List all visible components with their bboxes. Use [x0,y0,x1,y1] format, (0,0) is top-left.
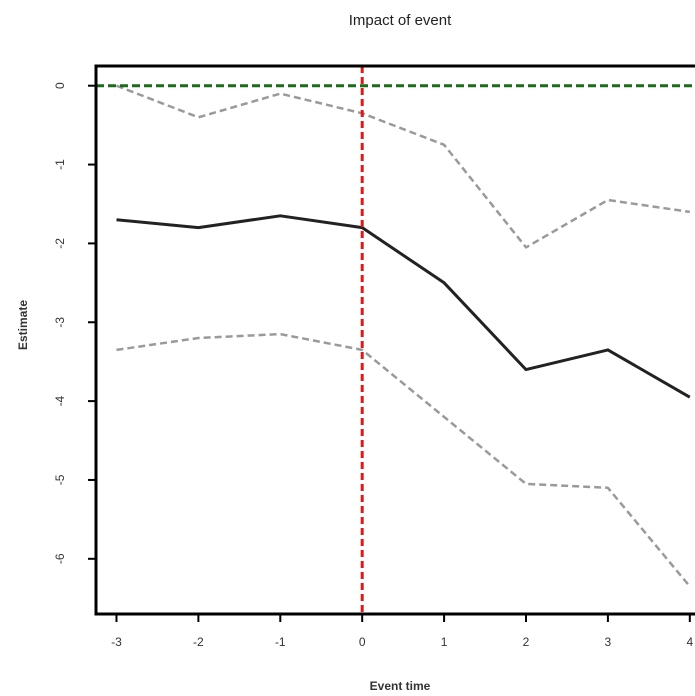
x-tick-label: -2 [193,635,204,649]
y-tick-label: -6 [53,553,67,564]
y-tick-label: -4 [53,395,67,406]
y-tick-label: 0 [53,82,67,89]
y-axis: 0 -1 -2 -3 -4 -5 -6 [53,82,95,564]
x-tick-label: 0 [359,635,366,649]
y-tick-label: -5 [53,474,67,485]
x-tick-label: -1 [275,635,286,649]
plot-marks [96,66,695,614]
y-tick-label: -1 [53,159,67,170]
y-tick-label: -2 [53,238,67,249]
chart-title: Impact of event [349,12,452,29]
plot-frame [94,64,695,616]
x-axis-label: Event time [370,679,431,693]
series-estimate-line [116,214,691,399]
x-tick-label: -3 [111,635,122,649]
x-tick-label: 2 [523,635,530,649]
series-upper-bound-line [116,84,690,249]
series-lower-bound-line [116,332,691,588]
y-axis-label: Estimate [16,300,30,350]
y-tick-label: -3 [53,317,67,328]
x-tick-label: 4 [686,635,693,649]
x-tick-label: 1 [441,635,448,649]
x-tick-label: 3 [605,635,612,649]
x-axis: -3 -2 -1 0 1 2 3 4 [111,615,693,649]
